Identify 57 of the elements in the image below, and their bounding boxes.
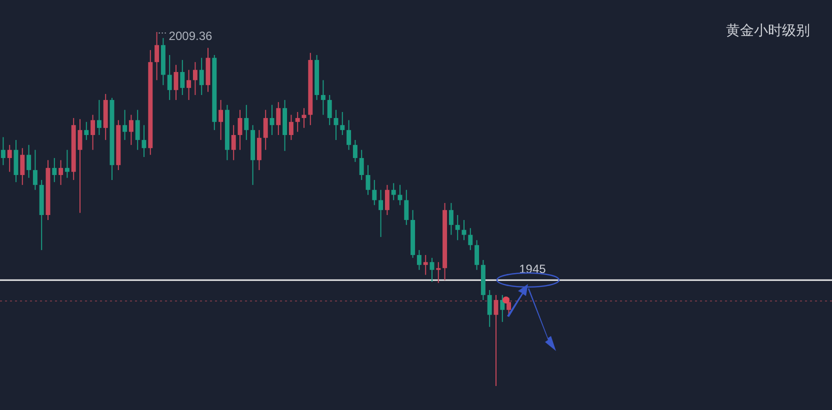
- candlestick: [90, 114, 96, 150]
- annotation: 2009.36: [168, 29, 213, 43]
- candlestick: [52, 158, 57, 183]
- candlestick: [96, 99, 102, 136]
- text: 黄金小时级别: [726, 22, 810, 38]
- candlestick: [448, 202, 454, 236]
- candlestick: [391, 182, 396, 201]
- candlestick: [500, 294, 505, 322]
- candlestick: [468, 228, 473, 251]
- text: 1945: [519, 262, 546, 276]
- candlestick: [455, 214, 460, 241]
- candlestick: [295, 112, 300, 132]
- candlestick: [276, 102, 281, 136]
- candlestick: [7, 144, 12, 172]
- candlestick: [494, 294, 498, 386]
- candlestick: [180, 59, 185, 96]
- candlestick: [366, 164, 370, 196]
- candlestick: [167, 54, 172, 100]
- candlestick: [378, 189, 384, 238]
- candlestick: [372, 179, 377, 206]
- candlestick: [78, 118, 82, 214]
- candlestick: [430, 257, 434, 282]
- candlestick: [218, 99, 224, 140]
- candlestick: [352, 139, 358, 162]
- candlestick: [20, 148, 25, 186]
- candlestick: [404, 189, 409, 226]
- candlestick: [64, 149, 70, 178]
- candlestick: [128, 114, 134, 146]
- candlestick: [192, 62, 198, 96]
- candlestick: [263, 109, 268, 150]
- candlestick: [84, 121, 89, 140]
- candlestick: [154, 32, 160, 81]
- candlestick: [327, 94, 332, 126]
- candlestick: [359, 149, 364, 180]
- candlestick: [474, 240, 480, 270]
- candlestick: [26, 144, 32, 178]
- candlestick: [416, 250, 422, 270]
- candlestick: [231, 124, 236, 161]
- candlestick: [122, 109, 128, 140]
- candlestick: [340, 112, 345, 136]
- candlestick: [384, 184, 390, 216]
- candlestick: [436, 262, 441, 284]
- candlestick: [58, 160, 64, 186]
- candlestick: [186, 69, 192, 100]
- candlestick: [423, 254, 428, 276]
- candlestick: [320, 80, 326, 116]
- candlestick: [32, 149, 38, 190]
- candlestick: [506, 297, 512, 316]
- candlestick: [244, 104, 249, 140]
- candlestick: [256, 130, 262, 171]
- candlestick: [346, 120, 352, 150]
- candlestick: [462, 219, 466, 241]
- candlestick: [0, 136, 6, 166]
- candlestick: [135, 109, 140, 150]
- candlestick: [288, 114, 294, 140]
- candlestick: [199, 57, 204, 96]
- candlestick: [487, 290, 492, 328]
